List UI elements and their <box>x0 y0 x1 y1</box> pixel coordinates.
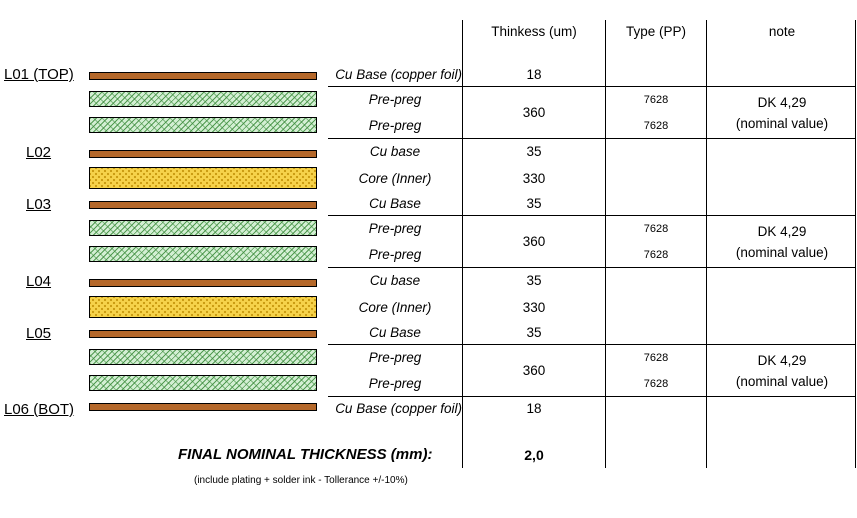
material-label: Pre-preg <box>368 118 422 133</box>
thickness-value: 330 <box>522 300 546 315</box>
layer-label-l05: L05 <box>26 325 52 342</box>
copper-layer-l06 <box>89 403 317 411</box>
note-dk: DK 4,29 <box>757 353 807 368</box>
final-thickness-value: 2,0 <box>524 447 544 463</box>
pp-type-value: 7628 <box>643 120 669 132</box>
pp-type-value: 7628 <box>643 352 669 364</box>
core-layer <box>89 296 317 318</box>
grid-hline-5 <box>328 344 856 345</box>
copper-layer-l02 <box>89 150 317 158</box>
material-label: Cu Base <box>369 196 421 211</box>
grid-vline-4 <box>855 20 856 468</box>
material-label: Cu base <box>369 273 421 288</box>
copper-layer-l05 <box>89 330 317 338</box>
prepreg-layer <box>89 246 317 262</box>
thickness-value: 330 <box>522 171 546 186</box>
prepreg-layer <box>89 349 317 365</box>
prepreg-layer <box>89 91 317 107</box>
thickness-value: 35 <box>526 196 542 211</box>
note-nominal: (nominal value) <box>735 116 829 131</box>
thickness-value: 360 <box>522 363 546 378</box>
thickness-value: 35 <box>526 273 542 288</box>
material-label: Cu Base (copper foil) <box>335 401 462 416</box>
thickness-value: 35 <box>526 325 542 340</box>
pp-type-value: 7628 <box>643 94 669 106</box>
grid-vline-2 <box>605 20 606 468</box>
layer-label-l06: L06 (BOT) <box>4 401 75 418</box>
pp-type-value: 7628 <box>643 378 669 390</box>
thickness-value: 18 <box>526 67 542 82</box>
thickness-value: 18 <box>526 401 542 416</box>
header-type: Type (PP) <box>625 24 687 39</box>
pp-type-value: 7628 <box>643 249 669 261</box>
pp-type-value: 7628 <box>643 223 669 235</box>
final-footnote: (include plating + solder ink - Tolleran… <box>194 475 408 486</box>
header-thickness: Thinkess (um) <box>491 24 577 39</box>
grid-hline-2 <box>328 138 856 139</box>
core-layer <box>89 167 317 189</box>
grid-hline-6 <box>328 396 856 397</box>
note-dk: DK 4,29 <box>757 95 807 110</box>
note-cell: DK 4,29 (nominal value) <box>707 221 857 263</box>
grid-hline-4 <box>328 267 856 268</box>
thickness-value: 360 <box>522 105 546 120</box>
grid-hline-3 <box>328 215 856 216</box>
material-label: Pre-preg <box>368 92 422 107</box>
copper-layer-l03 <box>89 201 317 209</box>
layer-label-l01: L01 (TOP) <box>4 66 74 83</box>
layer-label-l03: L03 <box>26 196 52 213</box>
note-nominal: (nominal value) <box>735 374 829 389</box>
material-label: Cu Base <box>369 325 421 340</box>
prepreg-layer <box>89 375 317 391</box>
grid-vline-1 <box>462 20 463 468</box>
header-note: note <box>768 24 796 39</box>
copper-layer-l04 <box>89 279 317 287</box>
material-label: Pre-preg <box>368 247 422 262</box>
material-label: Core (Inner) <box>358 300 432 315</box>
final-thickness-label: FINAL NOMINAL THICKNESS (mm): <box>178 446 433 463</box>
grid-hline-1 <box>328 86 856 87</box>
grid-vline-3 <box>706 20 707 468</box>
material-label: Pre-preg <box>368 221 422 236</box>
note-dk: DK 4,29 <box>757 224 807 239</box>
material-label: Cu Base (copper foil) <box>335 67 462 82</box>
prepreg-layer <box>89 117 317 133</box>
copper-layer-l01 <box>89 72 317 80</box>
thickness-value: 360 <box>522 234 546 249</box>
note-cell: DK 4,29 (nominal value) <box>707 92 857 134</box>
material-label: Pre-preg <box>368 350 422 365</box>
material-label: Core (Inner) <box>358 171 432 186</box>
layer-label-l04: L04 <box>26 273 52 290</box>
note-nominal: (nominal value) <box>735 245 829 260</box>
thickness-value: 35 <box>526 144 542 159</box>
prepreg-layer <box>89 220 317 236</box>
note-cell: DK 4,29 (nominal value) <box>707 350 857 392</box>
material-label: Pre-preg <box>368 376 422 391</box>
layer-label-l02: L02 <box>26 144 52 161</box>
material-label: Cu base <box>369 144 421 159</box>
